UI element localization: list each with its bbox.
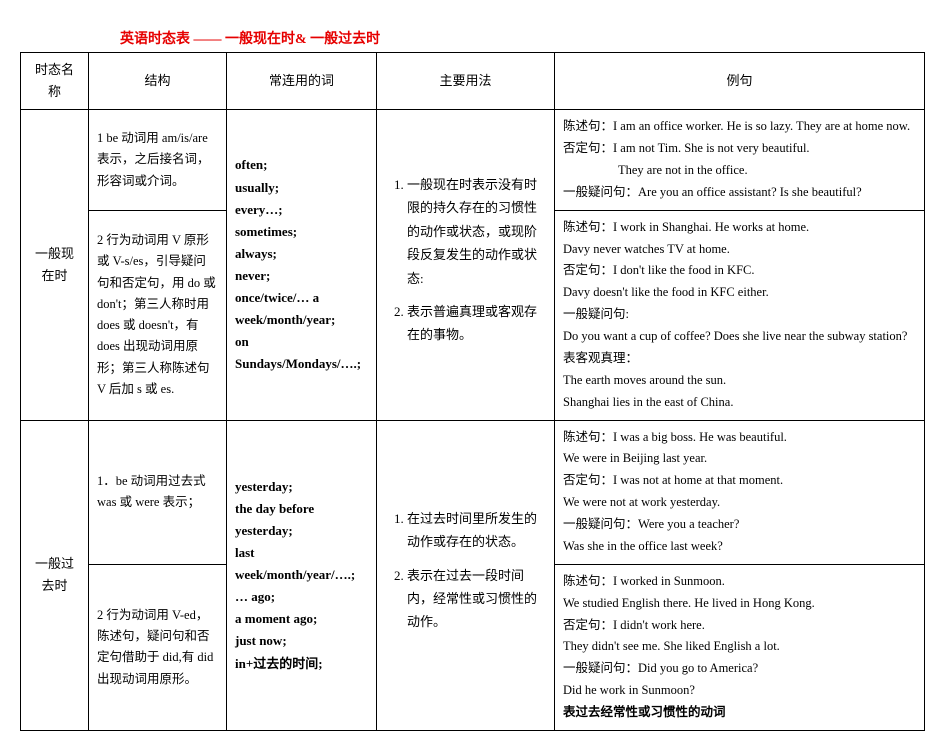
ex-text: I don't like the food in KFC.: [613, 263, 754, 277]
tense2-usage: 在过去时间里所发生的动作或存在的状态。 表示在过去一段时间内，经常性或习惯性的动…: [377, 420, 555, 730]
ex-label: 一般疑问句：: [563, 661, 638, 675]
ex-text: Was she in the office last week?: [563, 539, 723, 553]
ex-label: 否定句：: [563, 473, 613, 487]
table-row: 一般现在时 1 be 动词用 am/is/are 表示，之后接名词，形容词或介词…: [21, 110, 925, 211]
tense2-example2: 陈述句：I worked in Sunmoon. We studied Engl…: [555, 564, 925, 730]
ex-label: 否定句：: [563, 618, 613, 632]
header-usage: 主要用法: [377, 53, 555, 110]
ex-text: They are not in the office.: [563, 160, 748, 182]
ex-text: I was a big boss. He was beautiful.: [613, 430, 787, 444]
ex-text: Were you a teacher?: [638, 517, 739, 531]
tense2-usage-1: 在过去时间里所发生的动作或存在的状态。: [407, 507, 546, 554]
ex-text: Do you want a cup of coffee? Does she li…: [563, 329, 907, 343]
ex-text: They didn't see me. She liked English a …: [563, 639, 780, 653]
ex-label: 陈述句：: [563, 119, 613, 133]
ex-text: I am not Tim. She is not very beautiful.: [613, 141, 810, 155]
ex-text: Did he work in Sunmoon?: [563, 683, 695, 697]
tense1-example2: 陈述句：I work in Shanghai. He works at home…: [555, 210, 925, 420]
ex-label: 否定句：: [563, 141, 613, 155]
ex-text: We were not at work yesterday.: [563, 495, 720, 509]
page-title: 英语时态表 —— 一般现在时& 一般过去时: [20, 20, 925, 52]
tense1-example1: 陈述句：I am an office worker. He is so lazy…: [555, 110, 925, 211]
ex-label: 否定句：: [563, 263, 613, 277]
ex-bold: 表过去经常性或习惯性的动词: [563, 705, 726, 719]
ex-text: Davy doesn't like the food in KFC either…: [563, 285, 769, 299]
ex-text: Shanghai lies in the east of China.: [563, 395, 733, 409]
tense1-usage: 一般现在时表示没有时限的持久存在的习惯性的动作或状态，或现阶段反复发生的动作或状…: [377, 110, 555, 420]
tense1-words: often; usually; every…; sometimes; alway…: [227, 110, 377, 420]
ex-label: 表客观真理：: [563, 351, 638, 365]
header-name: 时态名称: [21, 53, 89, 110]
tense-name-1: 一般现在时: [21, 110, 89, 420]
ex-text: We studied English there. He lived in Ho…: [563, 596, 815, 610]
header-structure: 结构: [89, 53, 227, 110]
ex-label: 一般疑问句：: [563, 185, 638, 199]
tense2-example1: 陈述句：I was a big boss. He was beautiful. …: [555, 420, 925, 564]
ex-text: I didn't work here.: [613, 618, 705, 632]
ex-text: I worked in Sunmoon.: [613, 574, 725, 588]
tense2-struct2: 2 行为动词用 V-ed，陈述句，疑问句和否定句借助于 did,有 did 出现…: [89, 564, 227, 730]
ex-text: Did you go to America?: [638, 661, 758, 675]
tense-name-2: 一般过去时: [21, 420, 89, 730]
ex-label: 陈述句：: [563, 430, 613, 444]
ex-label: 一般疑问句:: [563, 307, 629, 321]
header-words: 常连用的词: [227, 53, 377, 110]
tense1-usage-1: 一般现在时表示没有时限的持久存在的习惯性的动作或状态，或现阶段反复发生的动作或状…: [407, 173, 546, 290]
tense2-usage-2: 表示在过去一段时间内，经常性或习惯性的动作。: [407, 564, 546, 634]
ex-text: I am an office worker. He is so lazy. Th…: [613, 119, 910, 133]
tense-table: 时态名称 结构 常连用的词 主要用法 例句 一般现在时 1 be 动词用 am/…: [20, 52, 925, 731]
table-header-row: 时态名称 结构 常连用的词 主要用法 例句: [21, 53, 925, 110]
tense2-struct1: 1．be 动词用过去式 was 或 were 表示；: [89, 420, 227, 564]
ex-text: Davy never watches TV at home.: [563, 242, 730, 256]
tense1-usage-2: 表示普遍真理或客观存在的事物。: [407, 300, 546, 347]
tense2-words: yesterday; the day before yesterday; las…: [227, 420, 377, 730]
tense1-struct2: 2 行为动词用 V 原形或 V-s/es，引导疑问句和否定句，用 do 或 do…: [89, 210, 227, 420]
tense1-struct1: 1 be 动词用 am/is/are 表示，之后接名词，形容词或介词。: [89, 110, 227, 211]
ex-label: 陈述句：: [563, 220, 613, 234]
header-example: 例句: [555, 53, 925, 110]
ex-text: I work in Shanghai. He works at home.: [613, 220, 809, 234]
table-row: 一般过去时 1．be 动词用过去式 was 或 were 表示； yesterd…: [21, 420, 925, 564]
ex-text: Are you an office assistant? Is she beau…: [638, 185, 862, 199]
ex-text: We were in Beijing last year.: [563, 451, 707, 465]
ex-label: 陈述句：: [563, 574, 613, 588]
ex-text: I was not at home at that moment.: [613, 473, 783, 487]
ex-label: 一般疑问句：: [563, 517, 638, 531]
ex-text: The earth moves around the sun.: [563, 373, 726, 387]
